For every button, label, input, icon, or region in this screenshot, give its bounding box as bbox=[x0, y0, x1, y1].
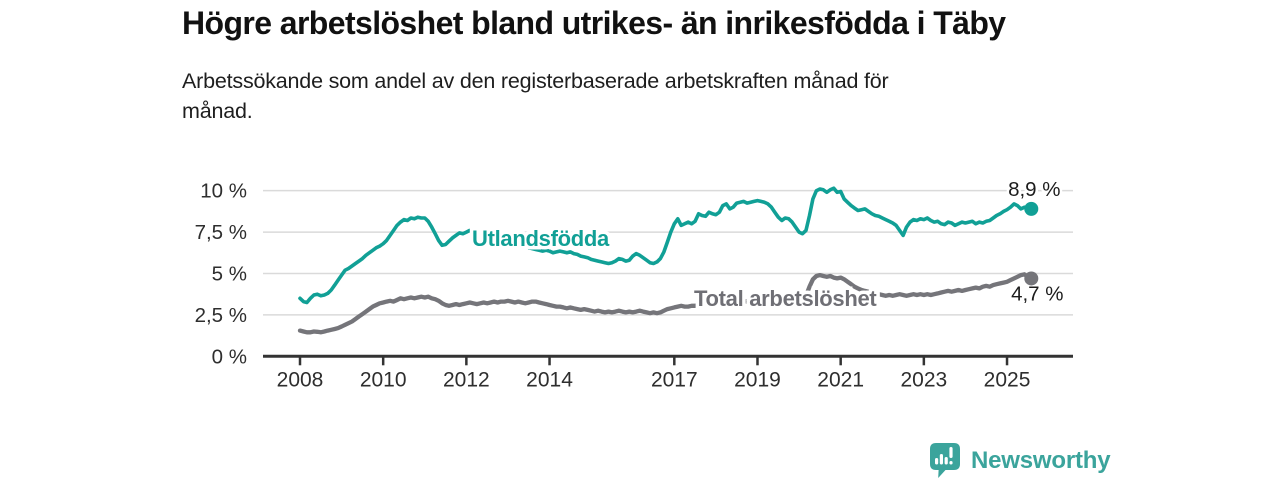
x-axis-tick-label: 2008 bbox=[277, 368, 324, 391]
x-axis-tick-label: 2012 bbox=[443, 368, 490, 391]
series-end-dot-total-arbetsl-shet bbox=[1024, 271, 1039, 286]
x-axis-tick-label: 2017 bbox=[651, 368, 698, 391]
series-line-utlandsf-dda bbox=[298, 186, 1034, 305]
brand-footer: Newsworthy bbox=[929, 442, 1111, 480]
y-axis-tick-label: 10 % bbox=[200, 180, 247, 203]
mini-bar-chart-glyph bbox=[935, 447, 953, 465]
x-axis-tick-label: 2025 bbox=[984, 368, 1031, 391]
y-axis-tick-label: 2,5 % bbox=[195, 304, 247, 327]
subtitle-line-1: Arbetssökande som andel av den registerb… bbox=[182, 69, 889, 93]
y-axis-tick-label: 0 % bbox=[212, 345, 247, 368]
subtitle-line-2: månad. bbox=[182, 99, 253, 123]
newsworthy-logo-icon bbox=[930, 443, 960, 478]
series-end-dot-utlandsf-dda bbox=[1024, 201, 1039, 216]
chart-subtitle: Arbetssökande som andel av den registerb… bbox=[182, 66, 889, 126]
y-axis-tick-label: 7,5 % bbox=[195, 221, 247, 244]
x-axis-tick-label: 2010 bbox=[360, 368, 407, 391]
brand-name: Newsworthy bbox=[971, 447, 1111, 474]
series-label-total-arbetsl-shet: Total arbetslöshet bbox=[694, 286, 877, 311]
series-end-value-utlandsf-dda: 8,9 % bbox=[1008, 178, 1060, 201]
x-axis-tick-label: 2014 bbox=[526, 368, 573, 391]
series-line-total-arbetsl-shet bbox=[297, 272, 1034, 335]
page-title: Högre arbetslöshet bland utrikes- än inr… bbox=[182, 5, 1006, 41]
series-end-value-total-arbetsl-shet: 4,7 % bbox=[1011, 282, 1063, 305]
series-label-utlandsf-dda: Utlandsfödda bbox=[472, 226, 610, 251]
x-axis-tick-label: 2021 bbox=[817, 368, 864, 391]
x-axis-tick-label: 2023 bbox=[900, 368, 947, 391]
y-axis-tick-label: 5 % bbox=[212, 262, 247, 285]
x-axis-tick-label: 2019 bbox=[734, 368, 781, 391]
